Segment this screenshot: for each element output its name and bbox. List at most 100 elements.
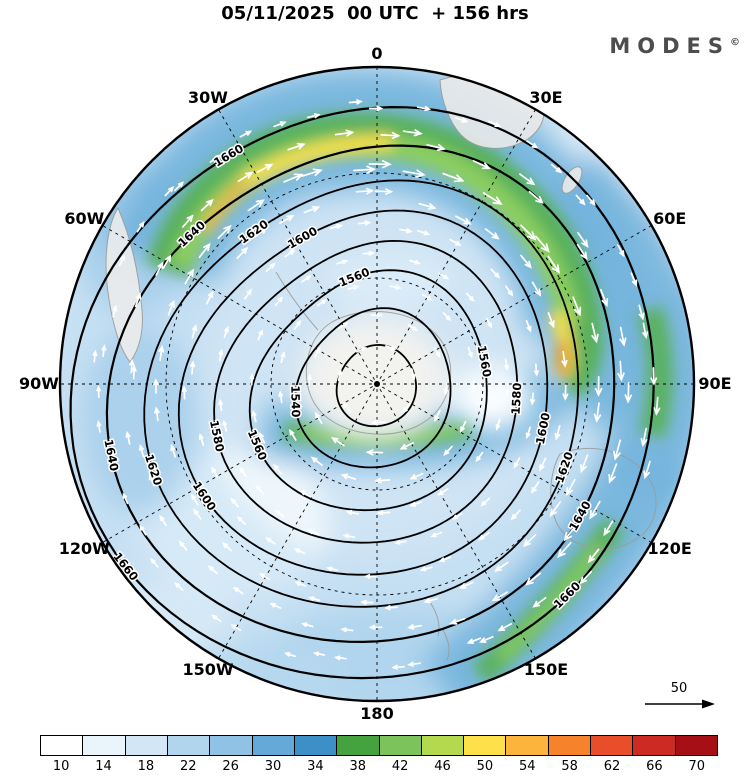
wind-arrow <box>167 299 175 316</box>
wind-arrow <box>426 143 446 152</box>
wind-arrow <box>520 254 532 269</box>
wind-arrow <box>236 246 249 260</box>
wind-arrow <box>301 275 312 283</box>
wind-arrow <box>442 312 452 322</box>
wind-arrow <box>477 532 490 541</box>
wind-arrow <box>230 497 240 508</box>
wind-arrow <box>259 431 266 444</box>
wind-arrow <box>617 360 625 382</box>
wind-arrow <box>218 348 224 362</box>
wind-arrow <box>364 573 377 579</box>
wind-arrow <box>342 401 352 413</box>
wind-arrow <box>136 221 145 233</box>
wind-arrow <box>531 281 542 297</box>
colorbar-tick-label: 14 <box>95 759 112 774</box>
wind-arrow <box>368 624 383 630</box>
wind-arrow <box>125 430 131 445</box>
wind-arrow <box>505 285 514 297</box>
wind-arrow <box>301 168 323 177</box>
wind-arrow <box>575 194 586 206</box>
wind-arrow <box>418 202 437 210</box>
wind-arrow <box>164 185 175 197</box>
wind-arrow <box>340 473 357 480</box>
wind-arrow <box>380 131 401 140</box>
wind-arrow <box>287 142 306 151</box>
wind-arrow <box>550 163 563 174</box>
wind-arrow <box>368 105 384 112</box>
wind-arrow <box>280 351 286 364</box>
wind-arrow <box>293 319 302 330</box>
wind-arrow <box>265 262 276 272</box>
wind-arrow <box>190 493 199 506</box>
wind-arrow <box>525 572 542 586</box>
colorbar-cell-62 <box>591 736 634 755</box>
wind-arrow <box>608 463 618 484</box>
reference-vector-value: 50 <box>671 681 688 696</box>
wind-arrow <box>257 329 263 341</box>
colorbar-cell-50 <box>464 736 507 755</box>
wind-arrow <box>159 514 167 527</box>
wind-arrow <box>642 322 649 340</box>
wind-arrow <box>353 165 377 174</box>
wind-arrow <box>539 457 547 472</box>
colorbar-cell-18 <box>125 736 168 755</box>
wind-arrow <box>310 456 323 467</box>
wind-arrow <box>303 205 321 214</box>
wind-arrow <box>519 173 536 186</box>
wind-arrow <box>207 565 218 575</box>
wind-arrow <box>385 345 397 351</box>
chart-title: 05/11/2025 00 UTC + 156 hrs <box>221 3 529 24</box>
colorbar-cell-30 <box>252 736 295 755</box>
wind-arrow <box>368 160 392 169</box>
wind-arrow <box>504 383 510 396</box>
wind-arrow <box>643 460 651 480</box>
wind-arrow <box>362 250 375 256</box>
wind-arrow <box>96 420 102 433</box>
wind-arrow <box>384 605 398 611</box>
longitude-label-180: 180 <box>360 704 393 723</box>
wind-arrow <box>211 614 222 623</box>
colorbar-cells <box>40 735 718 756</box>
wind-arrow <box>138 443 145 458</box>
wind-arrow <box>265 537 276 545</box>
wind-arrow <box>433 347 441 358</box>
wind-arrow <box>162 254 172 269</box>
longitude-label-30W: 30W <box>188 88 228 107</box>
wind-arrow <box>402 402 411 414</box>
wind-arrow <box>522 533 537 548</box>
wind-arrow <box>460 420 467 433</box>
wind-arrow <box>301 622 314 628</box>
wind-arrow <box>442 172 465 183</box>
wind-arrow <box>494 561 509 572</box>
contour-label-1580: 1580 <box>509 382 525 415</box>
wind-arrow <box>230 624 242 632</box>
wind-arrow <box>198 433 205 446</box>
wind-arrow <box>222 419 228 432</box>
wind-arrow <box>549 501 561 518</box>
wind-arrow <box>488 120 502 128</box>
wind-arrow <box>471 380 477 393</box>
wind-arrow <box>239 130 253 138</box>
wind-arrow <box>423 597 439 604</box>
colorbar-tick-label: 26 <box>222 759 239 774</box>
wind-arrow <box>178 540 188 551</box>
wind-arrow <box>308 596 321 602</box>
wind-arrow <box>650 367 658 386</box>
wind-arrow <box>236 515 247 526</box>
wind-arrow <box>580 454 589 474</box>
wind-arrow <box>472 160 491 170</box>
wind-arrow <box>407 324 419 332</box>
wind-arrow <box>526 140 539 149</box>
wind-arrow <box>391 664 405 670</box>
wind-arrow <box>122 492 129 505</box>
wind-arrow <box>251 410 257 423</box>
wind-arrow <box>451 512 463 520</box>
colorbar-tick-label: 38 <box>349 759 367 774</box>
wind-arrow <box>399 442 415 450</box>
wind-arrow <box>181 385 187 400</box>
wind-arrow <box>338 322 350 329</box>
wind-arrow <box>458 581 474 589</box>
wind-arrow <box>561 351 568 368</box>
wind-arrow <box>437 488 449 496</box>
wind-arrow <box>222 542 232 552</box>
